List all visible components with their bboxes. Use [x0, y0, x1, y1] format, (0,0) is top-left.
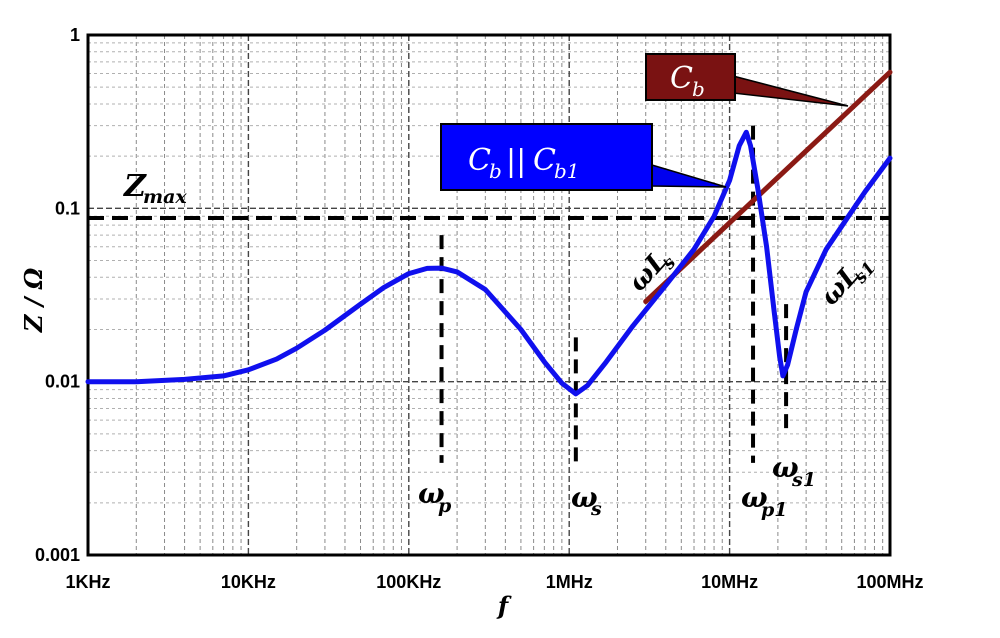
frequency-markers — [439, 125, 789, 466]
svg-text:s: s — [590, 498, 602, 520]
series-line-cb_cb1 — [85, 129, 893, 397]
plot-border — [86, 33, 892, 557]
x-tick-label: 1MHz — [546, 572, 593, 592]
svg-text:ω: ω — [772, 451, 799, 484]
zmax-label: Z max — [123, 169, 187, 208]
x-tick-label: 100KHz — [376, 572, 441, 592]
svg-text:C: C — [670, 61, 693, 96]
svg-text:p1: p1 — [761, 499, 788, 521]
omega-s1-label: ω s1 — [772, 451, 816, 491]
y-tick-label: 0.001 — [35, 545, 80, 565]
y-tick-label: 0.1 — [55, 198, 80, 218]
omega-s-label: ω s — [571, 481, 602, 520]
svg-text:||: || — [506, 144, 526, 179]
x-tick-label: 10MHz — [701, 572, 758, 592]
x-tick-labels: 1KHz 10KHz 100KHz 1MHz 10MHz 100MHz — [65, 572, 923, 592]
omega-p-label: ω p — [418, 477, 452, 517]
svg-text:b1: b1 — [554, 159, 580, 183]
svg-text:b: b — [489, 159, 502, 183]
zmax-label-sub: max — [143, 186, 187, 208]
minor-grid — [88, 35, 890, 555]
x-tick-label: 10KHz — [221, 572, 276, 592]
y-tick-label: 1 — [70, 25, 80, 45]
svg-text:ω: ω — [741, 481, 768, 514]
y-tick-labels: 0.001 0.01 0.1 1 — [35, 25, 80, 565]
callout-cb: C b — [645, 53, 849, 107]
svg-text:ω: ω — [418, 477, 445, 510]
y-tick-label: 0.01 — [45, 372, 80, 392]
callout-cb-box — [645, 53, 736, 101]
callout-cb-parallel-cb1: C b || C b1 — [440, 123, 727, 191]
y-axis-label: Z / Ω — [19, 267, 48, 333]
svg-text:p: p — [438, 495, 452, 517]
zmax-label-main: Z — [123, 169, 147, 204]
svg-text:s1: s1 — [791, 469, 816, 491]
x-tick-label: 100MHz — [856, 572, 923, 592]
x-axis-label: f — [496, 591, 512, 620]
svg-text:ω: ω — [571, 481, 598, 514]
series-line-cb — [643, 69, 893, 304]
callout-cb-parallel-cb1-box — [440, 123, 653, 191]
svg-text:C: C — [533, 143, 556, 178]
series-group — [85, 69, 893, 397]
svg-text:C: C — [468, 143, 491, 178]
x-tick-label: 1KHz — [65, 572, 110, 592]
svg-text:b: b — [692, 77, 705, 101]
omega-p1-label: ω p1 — [741, 481, 788, 521]
